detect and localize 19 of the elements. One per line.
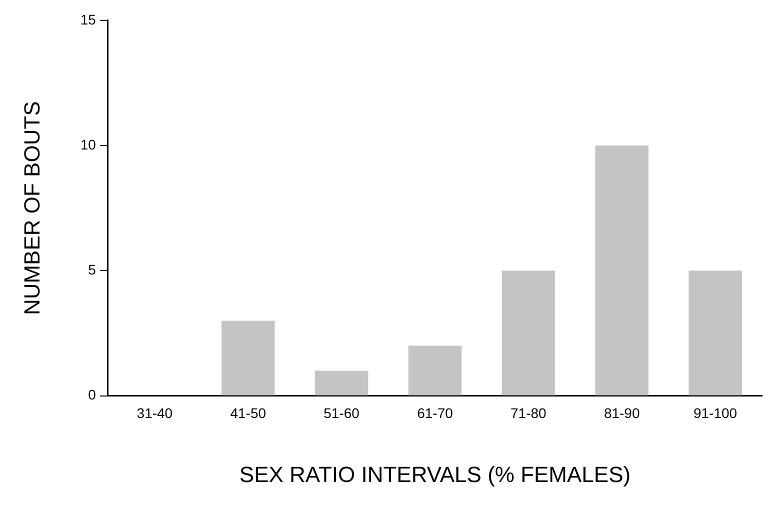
bar <box>221 320 275 396</box>
x-tick-label: 91-100 <box>693 405 738 422</box>
bar <box>314 370 368 396</box>
x-tick-label: 51-60 <box>324 405 360 422</box>
bar <box>502 270 556 396</box>
x-axis-title: SEX RATIO INTERVALS (% FEMALES) <box>239 462 631 487</box>
x-tick-label: 61-70 <box>417 405 454 422</box>
y-tick-label: 10 <box>80 136 96 152</box>
y-tick-label: 0 <box>88 386 96 403</box>
bar <box>408 346 462 396</box>
y-axis-title: NUMBER OF BOUTS <box>19 101 44 316</box>
x-tick-label: 41-50 <box>230 405 266 422</box>
x-tick-label: 31-40 <box>136 405 173 422</box>
bar <box>595 146 648 396</box>
x-tick-label: 81-90 <box>604 405 640 422</box>
x-tick-label: 71-80 <box>510 405 547 422</box>
bar <box>688 270 742 396</box>
y-tick-label: 15 <box>80 11 96 28</box>
y-tick-label: 5 <box>88 262 96 278</box>
